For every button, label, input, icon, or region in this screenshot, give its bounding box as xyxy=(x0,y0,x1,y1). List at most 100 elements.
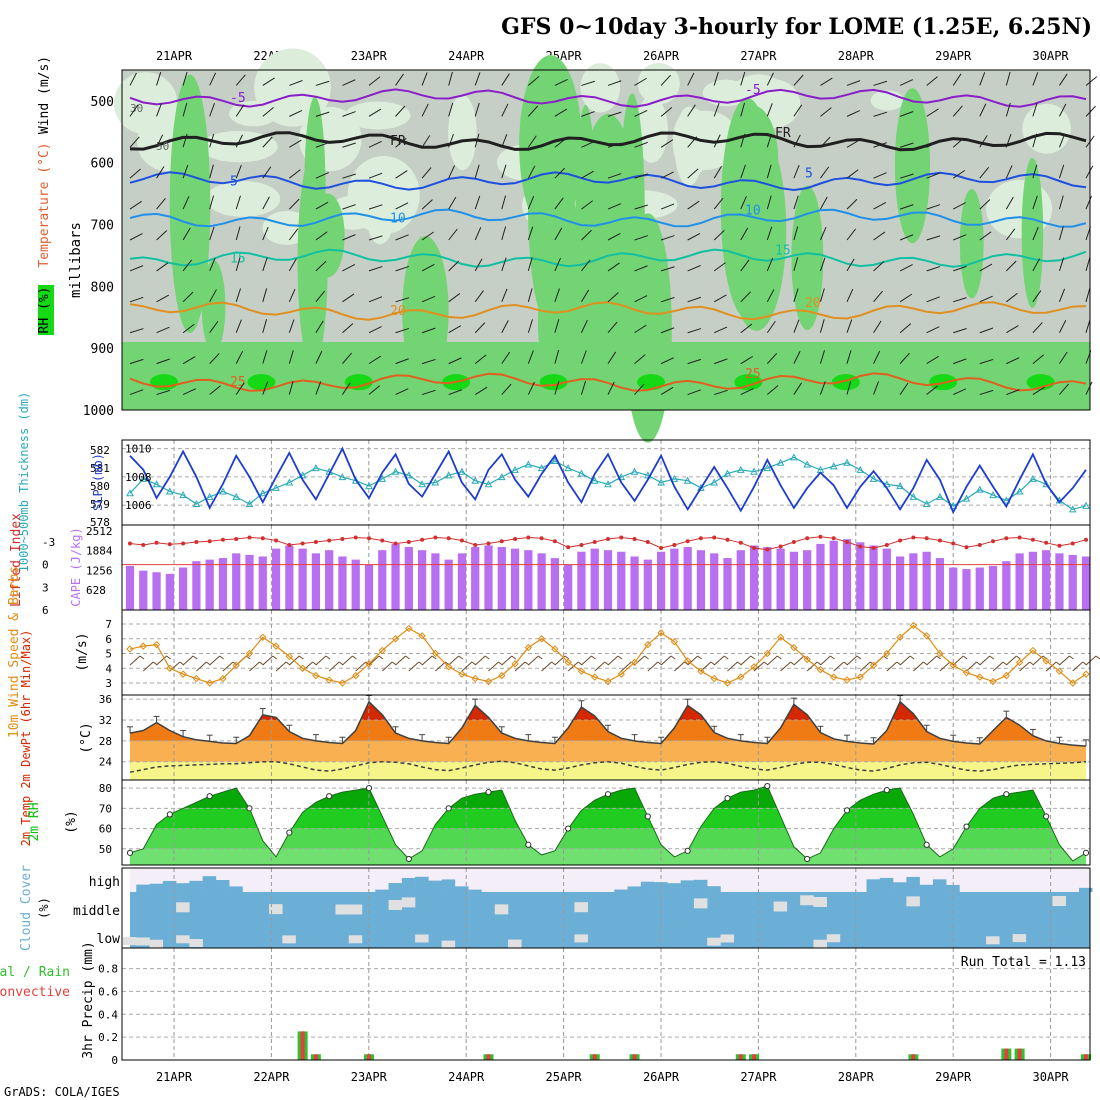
rh-saturated-patch xyxy=(344,374,373,391)
cloud-high-bar xyxy=(189,880,203,892)
wind-barb xyxy=(953,388,967,396)
wind-barb xyxy=(421,167,432,179)
wind-barb xyxy=(846,228,857,241)
cape-bar xyxy=(1055,553,1064,610)
chart-title: GFS 0~10day 3-hourly for LOME (1.25E, 6.… xyxy=(501,14,1092,40)
wind-barb xyxy=(501,73,510,86)
cape-bar xyxy=(1081,556,1091,610)
li-axis-label: Lifted Index xyxy=(9,513,24,607)
y-tick-label: 28 xyxy=(99,735,112,748)
rh-point xyxy=(604,791,612,798)
wind-barb-flag xyxy=(856,655,862,660)
cloud-low-gap xyxy=(720,934,734,943)
wind-barb xyxy=(819,381,826,395)
wind-barb xyxy=(249,661,260,672)
cape-bar xyxy=(431,553,440,610)
wind-speed-point xyxy=(723,679,732,687)
cape-bar xyxy=(603,550,613,610)
wind-barb xyxy=(129,168,141,179)
wind-barb xyxy=(129,104,139,117)
rh-point xyxy=(445,805,452,812)
date-axis-bottom: 21APR 22APR 23APR 24APR 25APR 26APR 27APR 28APR… xyxy=(156,1070,1069,1084)
li-point xyxy=(274,538,279,543)
rh2m-frame xyxy=(121,779,1091,866)
wind-barb xyxy=(328,661,340,672)
cape-bar xyxy=(975,567,984,610)
wind-barb xyxy=(899,111,914,117)
wind-barb xyxy=(580,381,586,395)
wind-barb xyxy=(448,325,462,334)
thickness-point xyxy=(272,483,280,491)
y-tick-label: 700 xyxy=(91,219,114,234)
rh-point xyxy=(1003,791,1010,798)
wind-barb xyxy=(262,107,274,117)
wind-barb xyxy=(1005,165,1013,179)
wind-barb xyxy=(528,76,540,86)
wind-speed-point xyxy=(259,633,267,641)
wind-speed-point xyxy=(936,649,944,658)
wind-barb xyxy=(1059,383,1069,395)
thickness-point xyxy=(165,487,174,495)
temp-axis-label: 2m Temp 2m DewPt (6hr Min/Max) xyxy=(19,630,33,847)
wind-speed-point xyxy=(644,640,652,649)
wind-speed-point xyxy=(192,674,201,683)
wind-barb xyxy=(288,319,295,333)
wind-barb xyxy=(1058,226,1064,241)
wind-barb xyxy=(129,296,144,303)
thickness-point xyxy=(378,474,387,482)
wind-barb xyxy=(421,655,433,666)
wind-barb xyxy=(368,76,381,86)
y-tick-label: 60 xyxy=(99,823,112,836)
wind-barb xyxy=(315,142,330,148)
li-point xyxy=(367,536,371,541)
cloud-low-gap xyxy=(826,934,841,943)
thickness-point xyxy=(444,471,453,479)
thickness-point xyxy=(803,460,812,468)
wind-speed-point xyxy=(962,668,971,677)
wind-barb xyxy=(979,389,994,396)
y-tick-label: 500 xyxy=(91,95,114,110)
wind-barb xyxy=(953,297,967,303)
wind-speed-point xyxy=(803,655,811,664)
wind-barb xyxy=(687,72,695,86)
li-point xyxy=(566,545,571,550)
cloud-mid-gap xyxy=(269,904,283,915)
cape-bar xyxy=(1015,553,1024,610)
wind-barb xyxy=(182,291,194,303)
wind-speed-point xyxy=(843,676,851,684)
wind-barb xyxy=(289,169,301,179)
rh-light-patch xyxy=(344,101,411,130)
wind-barb xyxy=(421,231,434,241)
wind-barb xyxy=(620,661,632,672)
wind-barb xyxy=(182,259,193,272)
wind-barb xyxy=(342,382,351,395)
wind-barb xyxy=(580,350,587,364)
wind-barb xyxy=(395,297,410,303)
cloud-high-bar xyxy=(667,883,681,892)
rh-point xyxy=(565,825,572,832)
wind-barb xyxy=(1058,195,1064,210)
li-point xyxy=(884,543,889,548)
wind-speed-point xyxy=(166,664,174,672)
wind-barb xyxy=(926,204,941,210)
wind-barb xyxy=(527,105,539,117)
wind-barb xyxy=(501,320,509,333)
cloud-axis-label: Cloud Cover xyxy=(19,865,34,951)
cape-bar xyxy=(988,565,998,610)
li-point xyxy=(380,538,385,543)
wind-barb xyxy=(156,71,162,86)
cape-bar xyxy=(763,547,772,610)
wind-barb xyxy=(926,172,940,179)
li-point xyxy=(207,539,212,544)
wind-barb xyxy=(129,655,141,666)
y-tick-label-left: 6 xyxy=(42,604,49,617)
wind-barb xyxy=(209,164,214,179)
thickness-point xyxy=(404,471,413,479)
rh2m-axis-label: 2m RH xyxy=(27,802,42,841)
cloud-low-gap xyxy=(189,938,203,947)
li-point xyxy=(234,536,239,541)
cloud-high-bar xyxy=(136,884,150,892)
thickness-point xyxy=(896,482,904,490)
thickness-point xyxy=(843,458,851,466)
wind-barb xyxy=(581,229,592,241)
